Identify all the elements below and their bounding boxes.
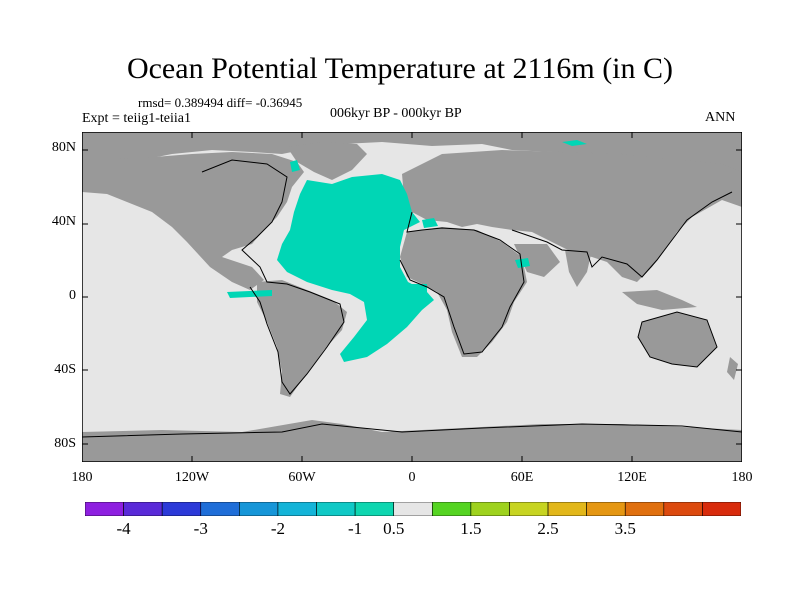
lon-label-180w: 180 xyxy=(71,470,93,485)
anomaly-mediterranean xyxy=(422,218,438,228)
lat-label-80n: 80N xyxy=(51,140,76,155)
colorbar-swatch xyxy=(354,502,395,516)
land-arabia xyxy=(514,244,560,277)
land-australia xyxy=(638,312,717,367)
colorbar-label: 1.5 xyxy=(460,519,482,538)
land-africa xyxy=(400,227,527,357)
land-eurasia xyxy=(402,150,742,282)
coastlines xyxy=(82,159,742,438)
colorbar-swatch xyxy=(663,502,703,516)
lat-label-40n: 40N xyxy=(51,214,76,229)
colorbar-swatch xyxy=(123,502,163,516)
coastline-antarctica xyxy=(82,423,742,438)
colorbar-swatch xyxy=(200,502,240,516)
land-north-america xyxy=(82,152,304,290)
lon-label-180e: 180 xyxy=(731,470,753,485)
colorbar-label: -1 xyxy=(348,519,363,538)
coastline-australia xyxy=(637,311,718,368)
ocean-temperature-map xyxy=(82,132,742,462)
land-india xyxy=(565,250,592,287)
colorbar-label: 2.5 xyxy=(537,519,559,538)
colorbar-swatch xyxy=(161,502,202,516)
stats-text: rmsd= 0.389494 diff= -0.36945 xyxy=(138,95,303,110)
colorbar-label: 3.5 xyxy=(614,519,636,538)
colorbar-swatch xyxy=(316,502,356,516)
colorbar-label: -2 xyxy=(270,519,286,538)
axis-ticks xyxy=(82,132,742,462)
lon-label-60w: 60W xyxy=(288,470,316,485)
lon-label-120e: 120E xyxy=(617,470,647,485)
colorbar-label: 0.5 xyxy=(383,519,405,538)
coastline-eurasia-africa xyxy=(399,211,525,355)
land-antarctica xyxy=(82,420,742,462)
colorbar-swatch xyxy=(85,502,124,516)
lat-label-80s: 80S xyxy=(54,436,76,451)
season-label: ANN xyxy=(705,110,736,125)
colorbar-swatch xyxy=(431,502,472,516)
colorbar-swatch xyxy=(624,502,665,516)
colorbar-swatch xyxy=(702,502,741,516)
lat-label-0: 0 xyxy=(69,288,76,303)
anomaly-indian-ocean xyxy=(515,258,530,268)
anomaly-gulf-of-guinea xyxy=(397,284,427,292)
land-south-america xyxy=(257,280,347,397)
land-new-zealand xyxy=(727,357,738,380)
colorbar-swatch xyxy=(277,502,317,516)
experiment-label: Expt = teiig1-teiia1 xyxy=(82,111,191,126)
map-title: Ocean Potential Temperature at 2116m (in… xyxy=(126,52,674,85)
colorbar-label: -3 xyxy=(193,519,208,538)
colorbar-swatch xyxy=(393,502,433,516)
coastline-americas xyxy=(201,159,345,395)
land-greenland xyxy=(287,142,367,180)
anomaly-arctic-patch xyxy=(562,140,587,146)
lon-label-0: 0 xyxy=(408,470,416,485)
period-label: 006kyr BP - 000kyr BP xyxy=(330,106,462,121)
lat-label-40s: 40S xyxy=(54,362,76,377)
anomaly-labrador xyxy=(290,160,300,172)
colorbar-label: -4 xyxy=(116,519,131,538)
colorbar-swatch xyxy=(470,502,510,516)
lon-label-60e: 60E xyxy=(510,470,534,485)
colorbar-swatch xyxy=(239,502,279,516)
colorbar-swatch xyxy=(586,502,626,516)
land-indonesia xyxy=(622,290,697,310)
anomaly-equatorial-pacific xyxy=(227,290,272,298)
anomaly-atlantic xyxy=(277,174,434,362)
colorbar xyxy=(85,502,741,516)
coastline-asia xyxy=(511,191,733,278)
colorbar-swatch xyxy=(509,502,549,516)
colorbar-swatch xyxy=(547,502,587,516)
lon-label-120w: 120W xyxy=(174,470,210,485)
